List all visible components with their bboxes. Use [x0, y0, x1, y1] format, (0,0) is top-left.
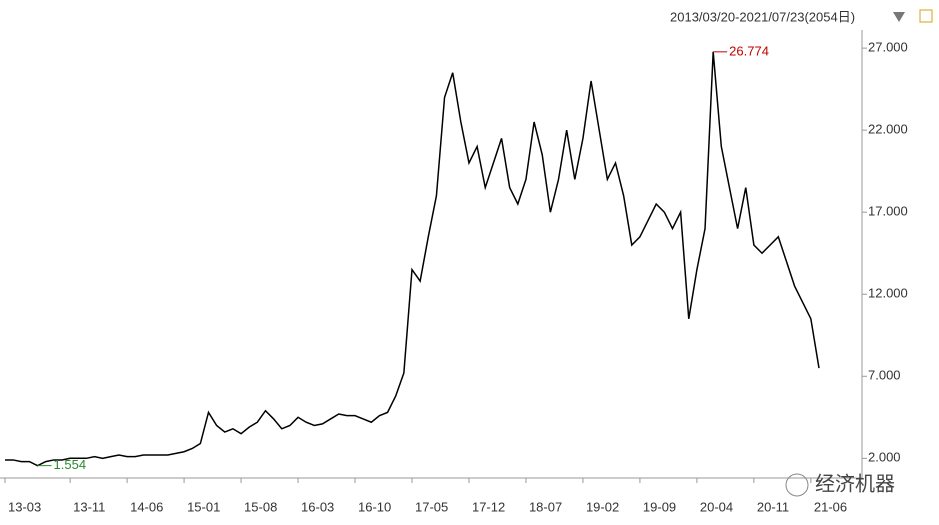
- lock-icon[interactable]: [919, 9, 933, 23]
- x-tick-label: 19-09: [643, 499, 676, 514]
- y-tick-label: 12.000: [868, 286, 908, 301]
- x-tick-label: 21-06: [814, 499, 847, 514]
- x-tick-label: 20-11: [757, 499, 789, 514]
- watermark: 经济机器: [815, 472, 895, 495]
- dropdown-icon[interactable]: [893, 12, 905, 22]
- x-tick-label: 13-11: [73, 499, 105, 514]
- y-tick-label: 7.000: [868, 368, 901, 383]
- max-label: 26.774: [729, 43, 769, 58]
- x-tick-label: 19-02: [586, 499, 619, 514]
- price-line: [5, 51, 820, 467]
- x-tick-label: 17-05: [415, 499, 448, 514]
- x-tick-label: 14-06: [130, 499, 163, 514]
- y-tick-label: 17.000: [868, 204, 908, 219]
- y-tick-label: 22.000: [868, 122, 908, 137]
- watermark-icon: [785, 473, 809, 497]
- x-tick-label: 20-04: [700, 499, 733, 514]
- y-tick-label: 2.000: [868, 450, 901, 465]
- x-tick-label: 18-07: [529, 499, 562, 514]
- y-tick-label: 27.000: [868, 40, 908, 55]
- x-tick-label: 15-08: [244, 499, 277, 514]
- x-tick-label: 16-10: [358, 499, 391, 514]
- x-tick-label: 17-12: [472, 499, 505, 514]
- x-tick-label: 15-01: [187, 499, 220, 514]
- min-label: 1.554: [54, 457, 87, 472]
- x-tick-label: 16-03: [301, 499, 334, 514]
- x-tick-label: 13-03: [8, 499, 41, 514]
- date-range: 2013/03/20-2021/07/23(2054日): [670, 9, 855, 24]
